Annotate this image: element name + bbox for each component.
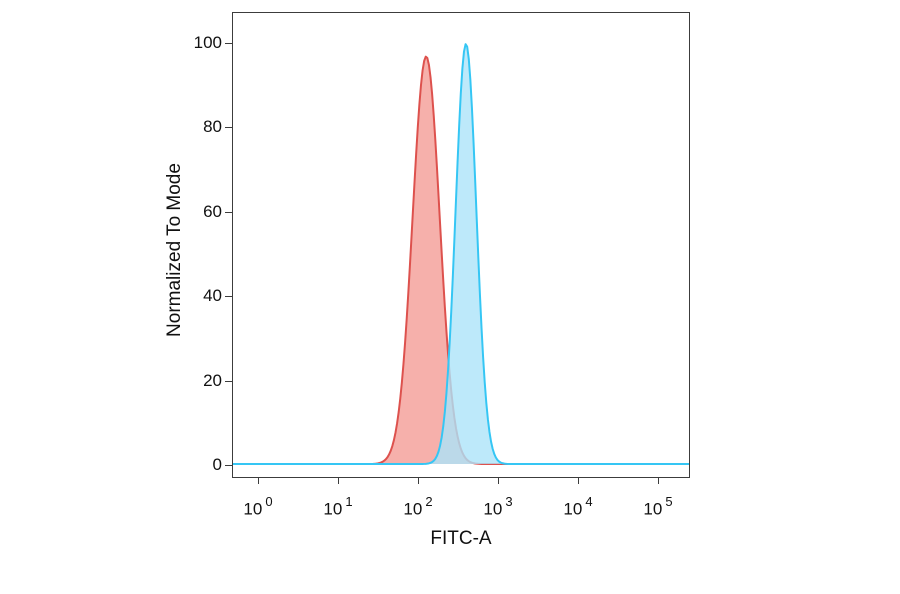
x-tick-label: 10 5 [643, 494, 673, 519]
y-tick-mark [225, 380, 232, 382]
y-tick-mark [225, 127, 232, 129]
y-tick-label: 100 [193, 33, 222, 52]
x-tick-label: 10 4 [563, 494, 593, 519]
y-tick-mark [225, 211, 232, 213]
histogram-curves [233, 43, 689, 466]
y-axis-title: Normalized To Mode [164, 163, 185, 337]
x-tick-mark [498, 478, 499, 484]
x-tick-label: 10 2 [403, 494, 433, 519]
x-tick-label: 10 1 [323, 494, 353, 519]
y-tick-mark [225, 43, 232, 44]
cyan-histogram-fill [233, 44, 689, 465]
y-tick-mark [225, 296, 232, 298]
plot-area [232, 12, 690, 478]
x-tick-mark [338, 478, 339, 484]
y-tick-label: 60 [203, 201, 222, 221]
y-tick-label: 20 [203, 370, 222, 390]
cyan-histogram-outline [233, 43, 689, 466]
y-tick-mark [225, 465, 232, 466]
x-tick-mark [658, 478, 659, 484]
y-tick-label: 40 [203, 286, 222, 306]
x-tick-mark [418, 478, 419, 484]
x-tick-mark [578, 478, 579, 484]
x-tick-label: 10 0 [243, 494, 273, 519]
y-tick-label: 0 [212, 455, 222, 474]
x-tick-mark [258, 478, 259, 484]
x-axis-title: FITC-A [430, 528, 492, 549]
y-tick-label: 80 [203, 117, 222, 137]
x-tick-label: 10 3 [483, 494, 513, 519]
